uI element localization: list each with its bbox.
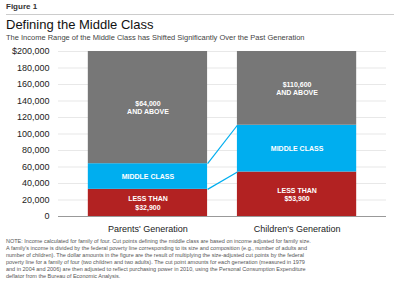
html-text:Figure 1: Figure 1 bbox=[6, 2, 38, 11]
svg-text:LESS THAN$32,900: LESS THAN$32,900 bbox=[128, 195, 168, 211]
svg-text:140,000: 140,000 bbox=[17, 96, 50, 106]
svg-text:60,000: 60,000 bbox=[22, 162, 50, 172]
svg-text:$200,000: $200,000 bbox=[12, 46, 50, 56]
svg-text:$64,000AND ABOVE: $64,000AND ABOVE bbox=[127, 100, 169, 115]
svg-text:MIDDLE CLASS: MIDDLE CLASS bbox=[271, 145, 324, 152]
html-text:NOTE: Income calculated for fa: NOTE: Income calculated for family of fo… bbox=[6, 238, 311, 279]
svg-text:40,000: 40,000 bbox=[22, 178, 50, 188]
svg-text:20,000: 20,000 bbox=[22, 195, 50, 205]
svg-text:Parents' Generation: Parents' Generation bbox=[108, 224, 188, 234]
svg-text:120,000: 120,000 bbox=[17, 112, 50, 122]
svg-text:80,000: 80,000 bbox=[22, 145, 50, 155]
svg-text:160,000: 160,000 bbox=[17, 79, 50, 89]
svg-text:MIDDLE CLASS: MIDDLE CLASS bbox=[122, 173, 175, 180]
svg-text:180,000: 180,000 bbox=[17, 63, 50, 73]
svg-text:$110,600AND ABOVE: $110,600AND ABOVE bbox=[276, 81, 318, 96]
html-text:The Income Range of the Middle: The Income Range of the Middle Class has… bbox=[6, 33, 305, 42]
svg-text:LESS THAN$53,900: LESS THAN$53,900 bbox=[277, 187, 317, 203]
svg-text:100,000: 100,000 bbox=[17, 129, 50, 139]
html-text:Defining the Middle Class: Defining the Middle Class bbox=[6, 17, 154, 32]
svg-text:0: 0 bbox=[44, 211, 49, 221]
svg-text:Children's Generation: Children's Generation bbox=[254, 224, 341, 234]
